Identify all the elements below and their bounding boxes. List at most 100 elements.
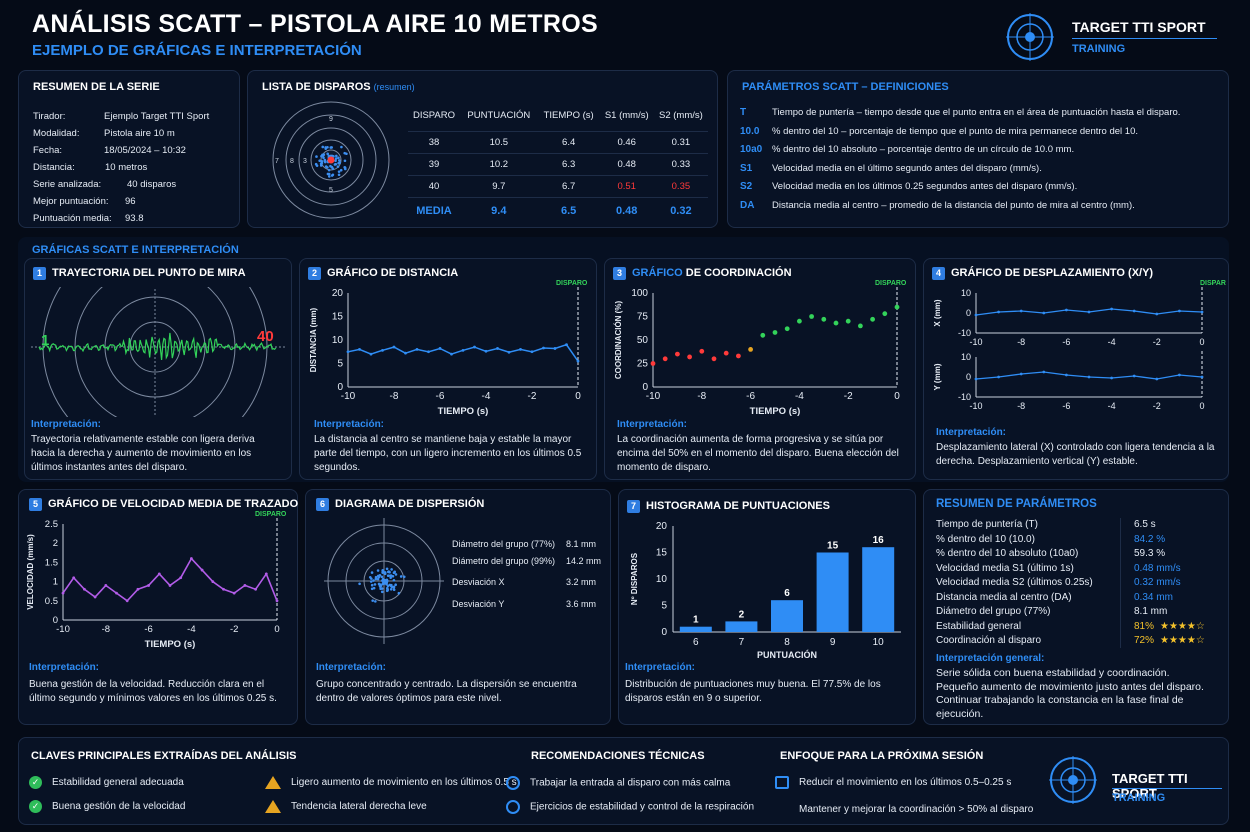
shot-dot: [327, 154, 331, 158]
dispersion-dot: [388, 570, 391, 574]
data-point: [1110, 307, 1113, 311]
shot-dot: [334, 159, 337, 163]
data-point: [542, 346, 545, 350]
dispersion-dot: [369, 580, 373, 583]
dispersion-dot: [373, 583, 377, 586]
shot-dot: [323, 159, 327, 163]
p3-interp: La coordinación aumenta de forma progres…: [617, 434, 899, 473]
shot-dot: [329, 146, 333, 149]
data-point: [530, 350, 534, 354]
panel-histogram: 7 HISTOGRAMA DE PUNTUACIONES 0 5 10 15 20 1 6 2 7…: [618, 489, 916, 725]
table-row[interactable]: 40 9.7 6.7 0.51 0.35: [408, 175, 708, 198]
data-point: [784, 326, 790, 332]
data-point: [687, 354, 692, 360]
resumen-value: 0.32 mm/s: [1134, 577, 1181, 588]
dispersion-dot: [386, 574, 390, 578]
dispersion-dot: [399, 575, 403, 578]
summary-panel: RESUMEN DE LA SERIE Tirador: Ejemplo Targ…: [18, 70, 240, 228]
warning-icon: [265, 800, 281, 813]
data-point: [369, 352, 373, 356]
data-point: [157, 572, 161, 576]
param-row: 10a0 % dentro del 10 absoluto – porcentaj…: [740, 144, 1074, 155]
x-tick-label: 0: [274, 624, 279, 635]
p4-interp-label: Interpretación:: [936, 427, 1007, 438]
table-cell: 0.31: [653, 131, 708, 154]
y-axis-label: Y (mm): [933, 363, 942, 390]
y-tick-label: 20: [656, 521, 668, 532]
y-tick-label: -10: [958, 392, 971, 402]
shot-dot: [340, 145, 343, 149]
data-point: [553, 347, 557, 350]
x-tick-label: -6: [144, 624, 152, 635]
data-point: [1087, 310, 1091, 314]
ring-label: 5: [329, 187, 333, 194]
shot-dot: [327, 168, 331, 172]
y-tick-label: 5: [337, 359, 343, 370]
dispersion-dot: [371, 599, 374, 602]
x-tick-label: -4: [482, 391, 491, 402]
dispersion-dot: [390, 568, 393, 571]
data-point: [147, 584, 150, 587]
x-tick-label: -8: [390, 391, 399, 402]
y-tick-label: 5: [661, 601, 667, 612]
param-desc: % dentro del 10 – porcentaje de tiempo q…: [772, 125, 1138, 137]
table-row[interactable]: 39 10.2 6.3 0.48 0.33: [408, 153, 708, 176]
data-point: [1065, 373, 1068, 377]
data-point: [450, 352, 453, 356]
dispersion-dot: [382, 581, 386, 585]
table-header: PUNTUACIÓN: [460, 101, 538, 132]
panel-dispersion: 6 DIAGRAMA DE DISPERSIÓN Diámetro del gru…: [305, 489, 611, 725]
dispersion-stat-label: Diámetro del grupo (77%): [452, 539, 556, 549]
data-point: [392, 345, 396, 349]
table-header: S2 (mm/s): [653, 101, 708, 132]
table-cell: 0.46: [599, 131, 654, 154]
x-tick-label: -2: [528, 391, 537, 402]
shot-dot: [322, 156, 325, 160]
table-cell: 0.48: [599, 153, 654, 176]
data-point: [93, 595, 97, 599]
summary-label: Fecha:: [33, 145, 63, 156]
resumen-label: Velocidad media S2 (últimos 0.25s): [936, 577, 1093, 588]
x-tick-label: -4: [1108, 337, 1116, 347]
table-header: S1 (mm/s): [599, 101, 654, 132]
data-point: [997, 375, 1000, 379]
target-logo-icon: [1049, 756, 1097, 804]
resumen-value: 0.34 mm: [1134, 591, 1173, 603]
data-point: [1200, 310, 1204, 314]
y-tick-label: 100: [631, 288, 648, 299]
y-tick-label: -10: [958, 328, 971, 338]
data-point: [1132, 374, 1136, 378]
data-point: [179, 576, 183, 580]
general-interp: Serie sólida con buena estabilidad y coo…: [936, 667, 1204, 720]
x-tick-label: -2: [1153, 337, 1161, 347]
panel-displacement: 4 GRÁFICO DE DESPLAZAMIENTO (X/Y) -10 0 10-…: [923, 258, 1229, 480]
dispersion-dot: [381, 571, 384, 574]
param-desc: % dentro del 10 absoluto – porcentaje de…: [772, 144, 1075, 155]
p1-title: 1 TRAYECTORIA DEL PUNTO DE MIRA: [33, 267, 246, 280]
x-tick-label: 10: [873, 637, 885, 648]
param-key: S1: [740, 162, 753, 174]
data-point: [125, 599, 129, 603]
x-axis-label: PUNTUACIÓN: [757, 649, 817, 660]
data-point: [72, 576, 76, 580]
table-cell: 10.2: [460, 153, 538, 176]
dispersion-dot: [392, 585, 396, 589]
data-point: [1042, 370, 1046, 374]
data-point: [438, 347, 442, 350]
x-tick-label: -8: [1017, 401, 1025, 411]
table-row[interactable]: 38 10.5 6.4 0.46 0.31: [408, 131, 708, 154]
x-tick-label: -10: [969, 401, 982, 411]
dispersion-dot: [402, 575, 406, 579]
x-tick-label: 7: [739, 637, 745, 648]
table-header: DISPARO: [408, 101, 460, 132]
y-tick-label: 15: [332, 312, 344, 323]
params-summary-panel: RESUMEN DE PARÁMETROS Tiempo de puntería…: [923, 489, 1229, 725]
p7-interp: Distribución de puntuaciones muy buena. …: [625, 679, 881, 704]
table-cell: 0.33: [653, 153, 708, 176]
dispersion-dot: [386, 584, 390, 588]
enfoque-item: Mantener y mejorar la coordinación > 50%…: [799, 804, 1034, 815]
bar-value-label: 15: [827, 541, 839, 552]
x-tick-label: -6: [436, 391, 445, 402]
param-desc: Distancia media al centro – promedio de …: [772, 199, 1135, 211]
table-cell: 6.7: [537, 175, 600, 198]
